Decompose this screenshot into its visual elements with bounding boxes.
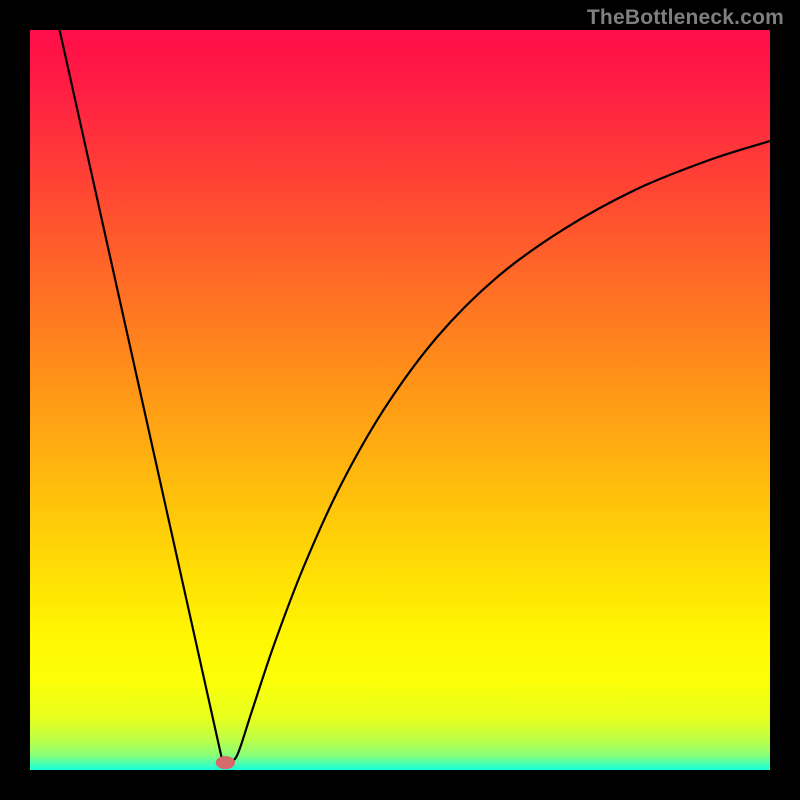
curve-layer — [30, 30, 770, 770]
bottleneck-curve-right — [228, 141, 770, 761]
bottleneck-curve-left — [60, 30, 223, 761]
optimum-marker — [216, 756, 235, 769]
plot-area — [30, 30, 770, 770]
watermark-text: TheBottleneck.com — [587, 6, 784, 30]
